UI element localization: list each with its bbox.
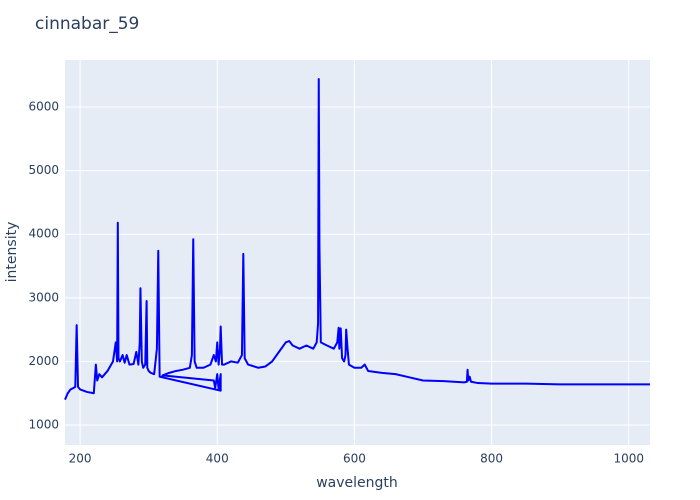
y-tick-label: 4000 xyxy=(28,227,59,241)
y-tick-label: 6000 xyxy=(28,100,59,114)
x-tick-label: 200 xyxy=(69,452,92,466)
x-tick-label: 600 xyxy=(343,452,366,466)
x-tick-label: 1000 xyxy=(613,452,644,466)
y-tick-label: 3000 xyxy=(28,290,59,304)
x-tick-label: 400 xyxy=(206,452,229,466)
x-tick-label: 800 xyxy=(480,452,503,466)
plot-area xyxy=(65,60,650,445)
y-tick-label: 5000 xyxy=(28,163,59,177)
chart-title: cinnabar_59 xyxy=(35,14,139,34)
y-axis-title: intensity xyxy=(4,222,20,283)
x-axis-title: wavelength xyxy=(316,475,398,491)
y-tick-label: 1000 xyxy=(28,418,59,432)
y-tick-label: 2000 xyxy=(28,354,59,368)
data-line xyxy=(64,78,650,400)
